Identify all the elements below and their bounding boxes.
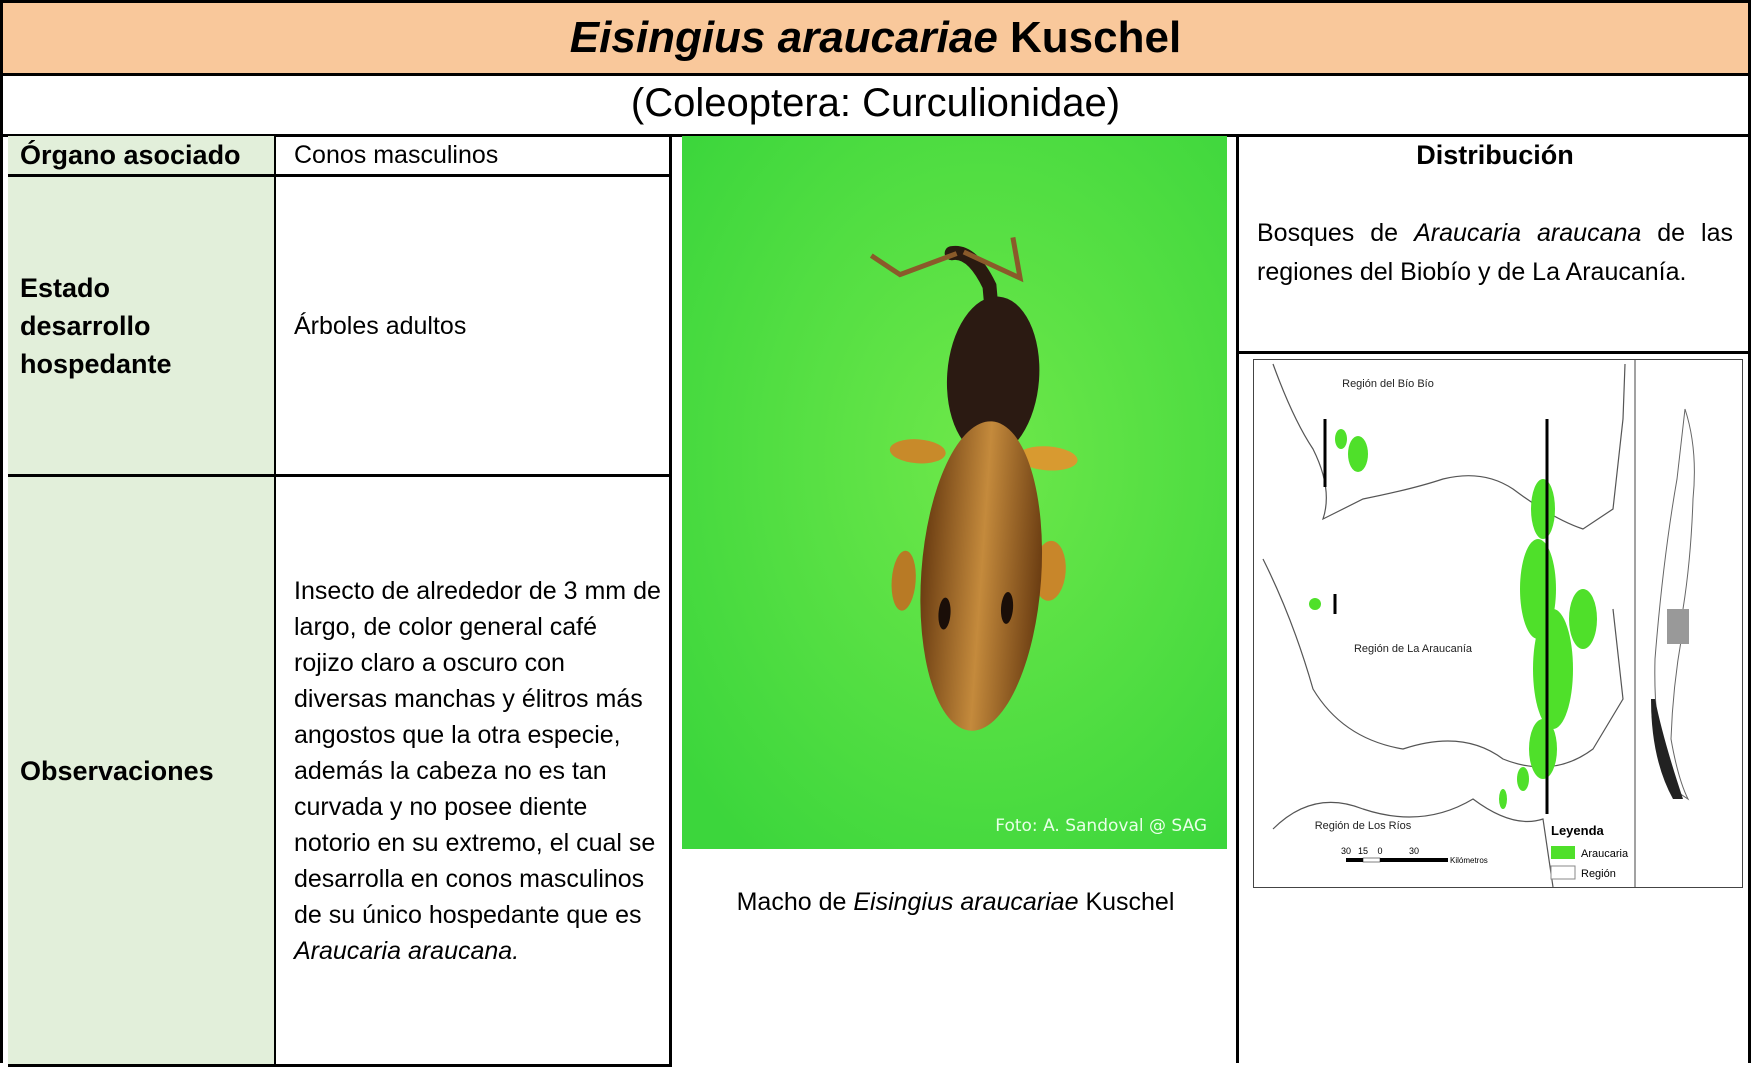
distribution-species: Araucaria araucana	[1414, 219, 1642, 247]
scale-bar	[1380, 858, 1448, 862]
title-species: Eisingius araucariae	[569, 13, 998, 62]
caption-species: Eisingius araucariae	[853, 888, 1079, 916]
subtitle: (Coleoptera: Curculionidae)	[0, 73, 1751, 137]
chile-outline	[1654, 408, 1695, 801]
distribution-heading: Distribución	[1416, 140, 1574, 170]
row-label: Observaciones	[8, 477, 276, 1067]
region-border	[1272, 798, 1554, 888]
chile-south	[1651, 699, 1683, 799]
photo-column: Foto: A. Sandoval @ SAG Macho de Eisingi…	[672, 136, 1239, 1063]
divider	[1239, 351, 1751, 354]
antennae	[869, 236, 1024, 283]
scale-label: 30	[1409, 846, 1419, 856]
row-label: Órgano asociado	[8, 136, 276, 177]
scale-label: 30	[1341, 846, 1351, 856]
legend-swatch	[1551, 846, 1575, 859]
distribution-map: Región del Bío Bío Región de La Araucaní…	[1253, 359, 1743, 888]
leg	[1017, 446, 1078, 471]
legend-swatch	[1550, 865, 1576, 880]
caption-author: Kuschel	[1085, 888, 1175, 916]
leg	[889, 439, 946, 464]
title-author: Kuschel	[1010, 13, 1182, 62]
legend-label: Región	[1581, 868, 1616, 880]
distribution-part: de las regiones del Biobío y de La Arauc…	[1257, 219, 1734, 286]
row-value: Insecto de alrededor de 3 mm de largo, d…	[276, 477, 672, 1067]
distribution-part: Bosques de	[1257, 219, 1399, 247]
scale-label: 0	[1377, 846, 1382, 856]
chile-highlight	[1667, 609, 1689, 644]
beetle	[869, 236, 1078, 731]
row-label: Estado desarrollo hospedante	[8, 177, 276, 477]
legend-label: Araucaria	[1581, 848, 1629, 860]
title: Eisingius araucariae Kuschel	[0, 0, 1751, 76]
photo-credit: Foto: A. Sandoval @ SAG	[995, 816, 1207, 836]
elytra	[920, 421, 1043, 731]
spot	[938, 597, 951, 630]
scale-label: 15	[1358, 846, 1368, 856]
scale-bar	[1362, 857, 1381, 863]
map-region-label: Región del Bío Bío	[1342, 378, 1434, 390]
row-value: Conos masculinos	[276, 136, 672, 177]
leg	[891, 550, 916, 611]
distribution-column: Distribución Bosques de Araucaria arauca…	[1239, 136, 1751, 1063]
spot	[1000, 591, 1014, 624]
left-border	[0, 136, 8, 1063]
map-region-label: Región de La Araucanía	[1354, 643, 1473, 655]
beetle-photo: Foto: A. Sandoval @ SAG	[682, 136, 1227, 849]
caption-text: Macho de	[736, 888, 847, 916]
scale-unit: Kilómetros	[1450, 856, 1488, 865]
observations-host: Araucaria araucana.	[294, 936, 520, 965]
map-region-label: Región de Los Ríos	[1315, 820, 1412, 832]
row-value: Árboles adultos	[276, 177, 672, 477]
observations-text: Insecto de alrededor de 3 mm de largo, d…	[294, 576, 661, 929]
photo-caption: Macho de Eisingius araucariae Kuschel	[672, 888, 1239, 917]
pronotum	[946, 296, 1040, 457]
legend-title: Leyenda	[1551, 823, 1605, 838]
distribution-text: Bosques de Araucaria araucana de las reg…	[1257, 214, 1733, 292]
